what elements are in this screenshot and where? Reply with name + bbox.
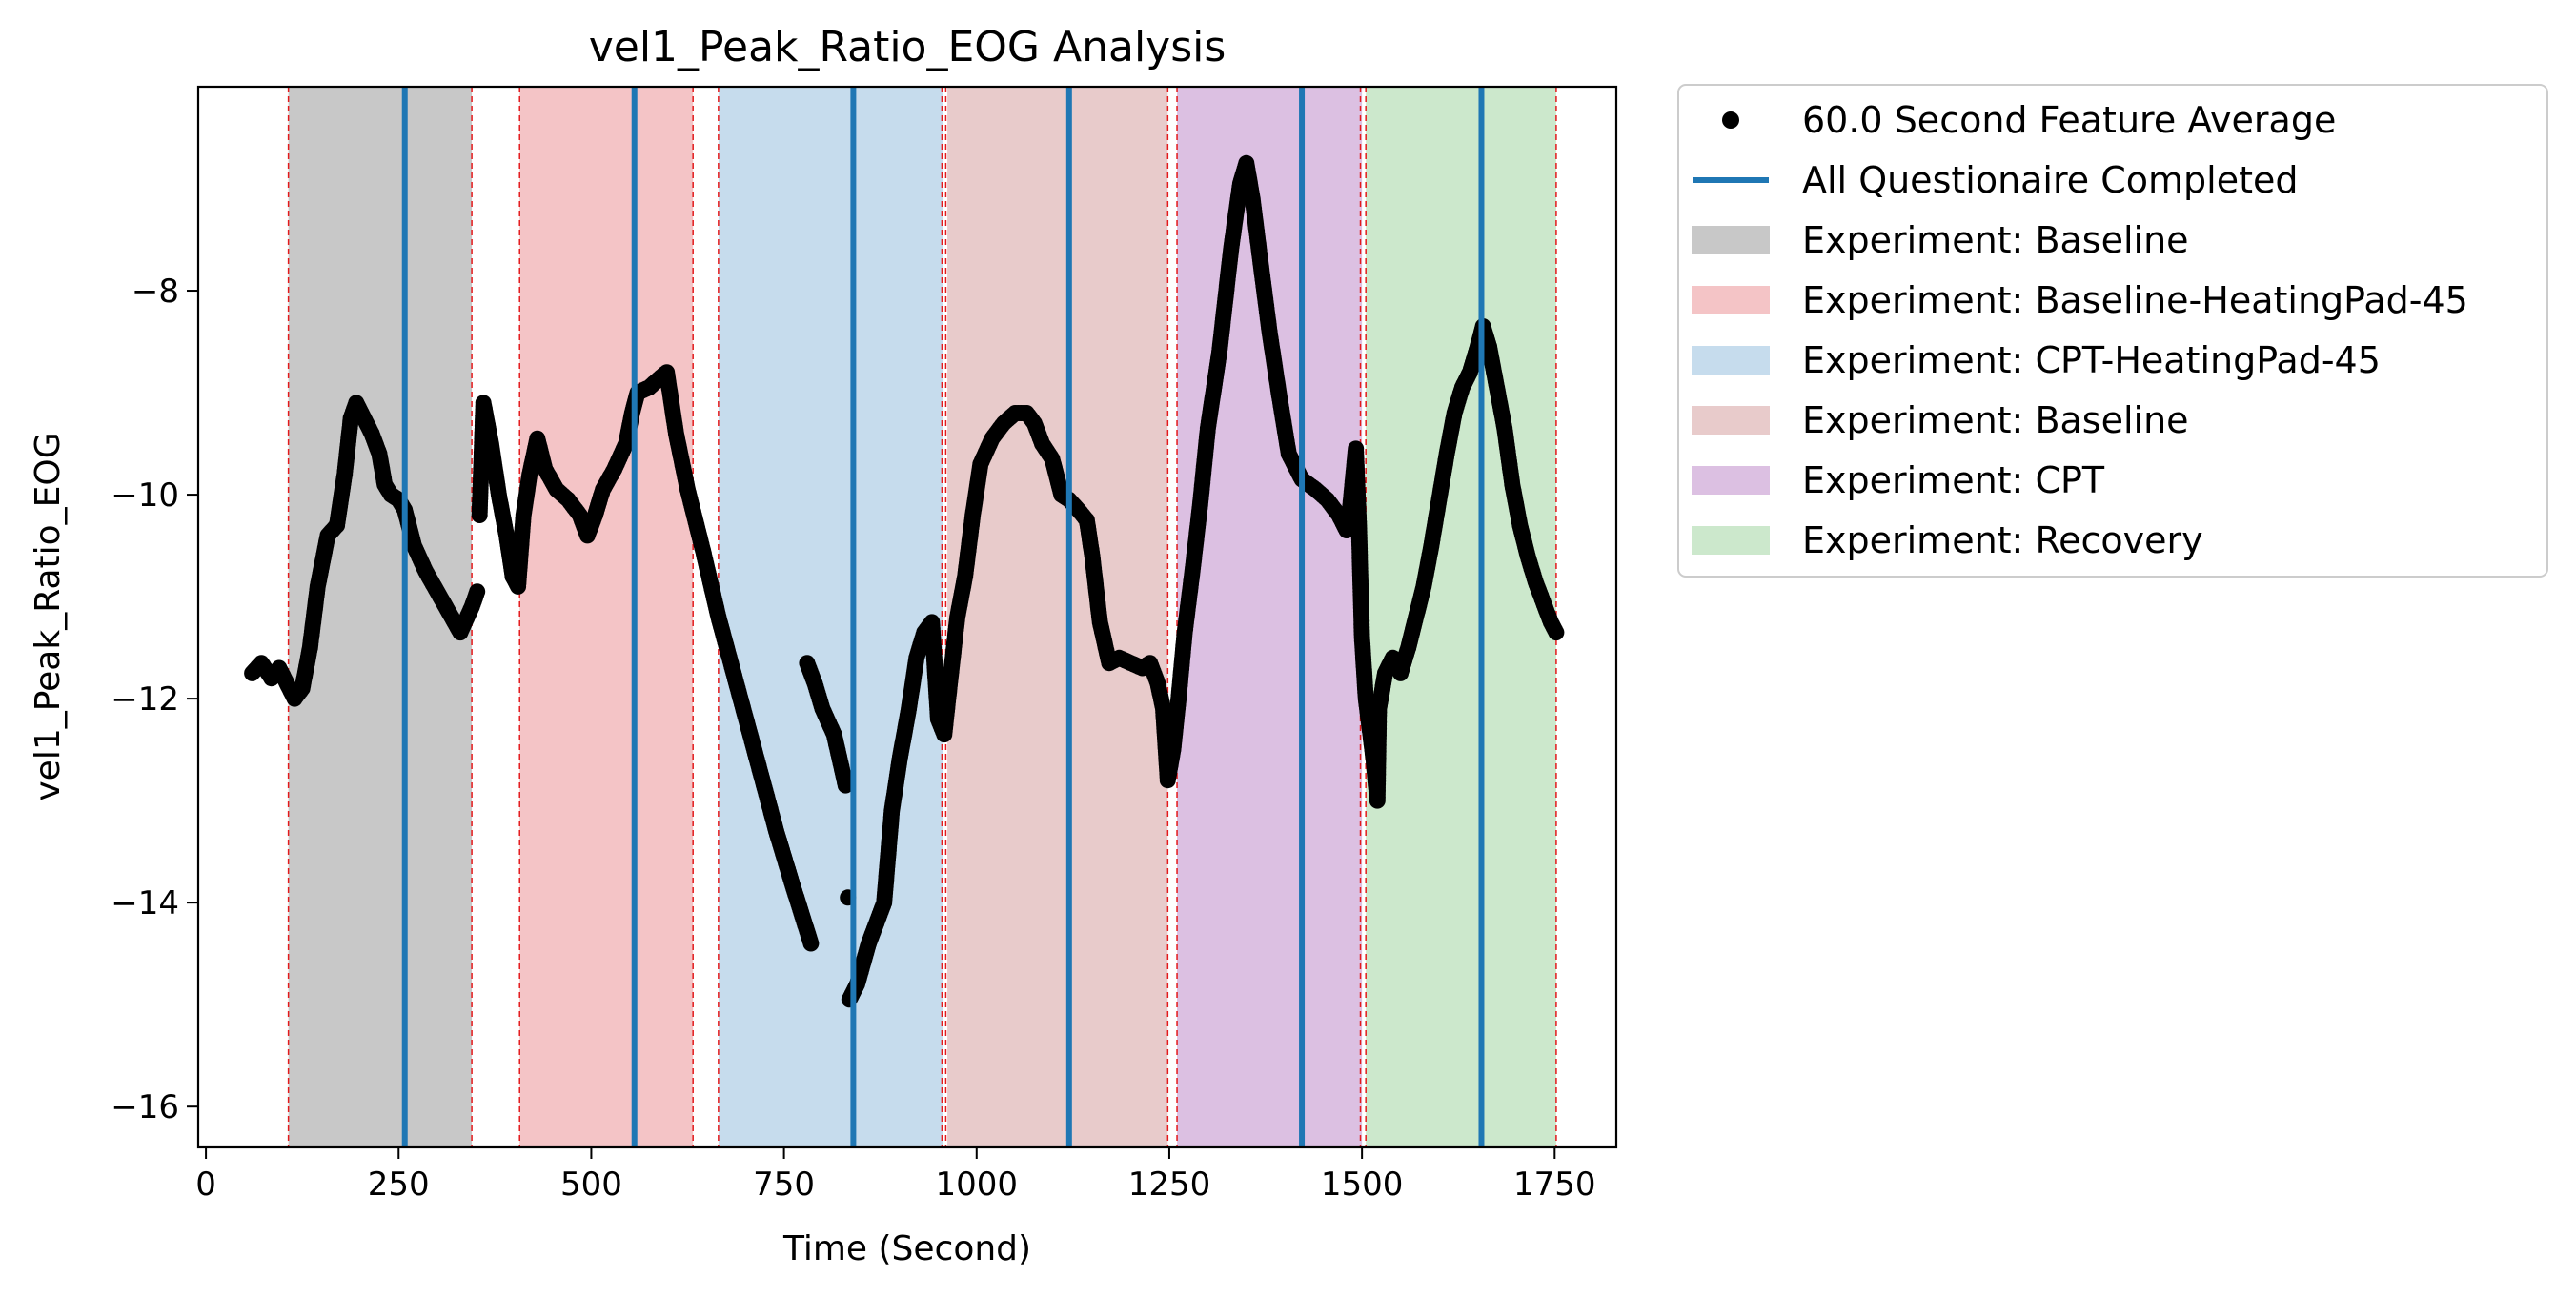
- y-tick-label-3: −10: [111, 476, 179, 515]
- y-tick-label-0: −16: [111, 1088, 179, 1126]
- x-tick-label-7: 1750: [1513, 1165, 1596, 1204]
- questionnaire-lines: [401, 87, 1485, 1147]
- legend-label-5: Experiment: Baseline: [1802, 399, 2189, 441]
- legend-label-4: Experiment: CPT-HeatingPad-45: [1802, 339, 2381, 381]
- x-axis-label: Time (Second): [782, 1229, 1031, 1268]
- legend-swatch-3: [1692, 286, 1770, 314]
- x-axis-ticks: 0 250 500 750 1000 1250 1500 1750: [195, 1147, 1596, 1204]
- data-point-1794: [1548, 624, 1565, 641]
- y-tick-label-1: −14: [111, 884, 179, 922]
- legend: 60.0 Second Feature Average All Questiona…: [1677, 84, 2548, 578]
- y-tick-label-4: −8: [132, 273, 179, 311]
- phase-band-5: [1366, 87, 1556, 1147]
- data-point-640: [802, 935, 820, 952]
- legend-label-6: Experiment: CPT: [1802, 459, 2105, 501]
- y-tick-label-2: −12: [111, 680, 179, 719]
- legend-label-2: Experiment: Baseline: [1802, 219, 2189, 261]
- phase-boundaries: [287, 87, 1557, 1147]
- y-axis-ticks: −16 −14 −12 −10 −8: [111, 273, 198, 1126]
- plot-frame: [196, 85, 1618, 1149]
- legend-swatch-7: [1692, 526, 1770, 555]
- x-tick-label-2: 500: [560, 1165, 622, 1204]
- x-tick-label-4: 1000: [936, 1165, 1019, 1204]
- x-tick-label-3: 750: [753, 1165, 815, 1204]
- legend-swatch-5: [1692, 406, 1770, 435]
- x-tick-label-6: 1500: [1321, 1165, 1404, 1204]
- x-tick-label-1: 250: [368, 1165, 430, 1204]
- phase-band-3: [947, 87, 1168, 1147]
- data-point-221: [469, 583, 486, 600]
- legend-frame: [1677, 84, 2548, 578]
- legend-label-7: Experiment: Recovery: [1802, 519, 2203, 561]
- legend-label-1: All Questionaire Completed: [1802, 159, 2299, 201]
- series-points: [244, 154, 1565, 1008]
- x-tick-label-0: 0: [195, 1165, 216, 1204]
- legend-swatch-6: [1692, 466, 1770, 495]
- phase-band-2: [718, 87, 944, 1147]
- x-tick-label-5: 1250: [1128, 1165, 1211, 1204]
- legend-label-3: Experiment: Baseline-HeatingPad-45: [1802, 279, 2468, 321]
- legend-swatch-2: [1692, 226, 1770, 254]
- phase-band-4: [1177, 87, 1363, 1147]
- chart-title: vel1_Peak_Ratio_EOG Analysis: [589, 23, 1227, 71]
- legend-marker-0: [1722, 111, 1739, 129]
- data-point-681: [837, 777, 854, 794]
- y-axis-label: vel1_Peak_Ratio_EOG: [29, 432, 68, 800]
- legend-label-0: 60.0 Second Feature Average: [1802, 99, 2336, 141]
- legend-swatch-4: [1692, 346, 1770, 375]
- phase-band-1: [519, 87, 694, 1147]
- phase-bands: [288, 87, 1556, 1147]
